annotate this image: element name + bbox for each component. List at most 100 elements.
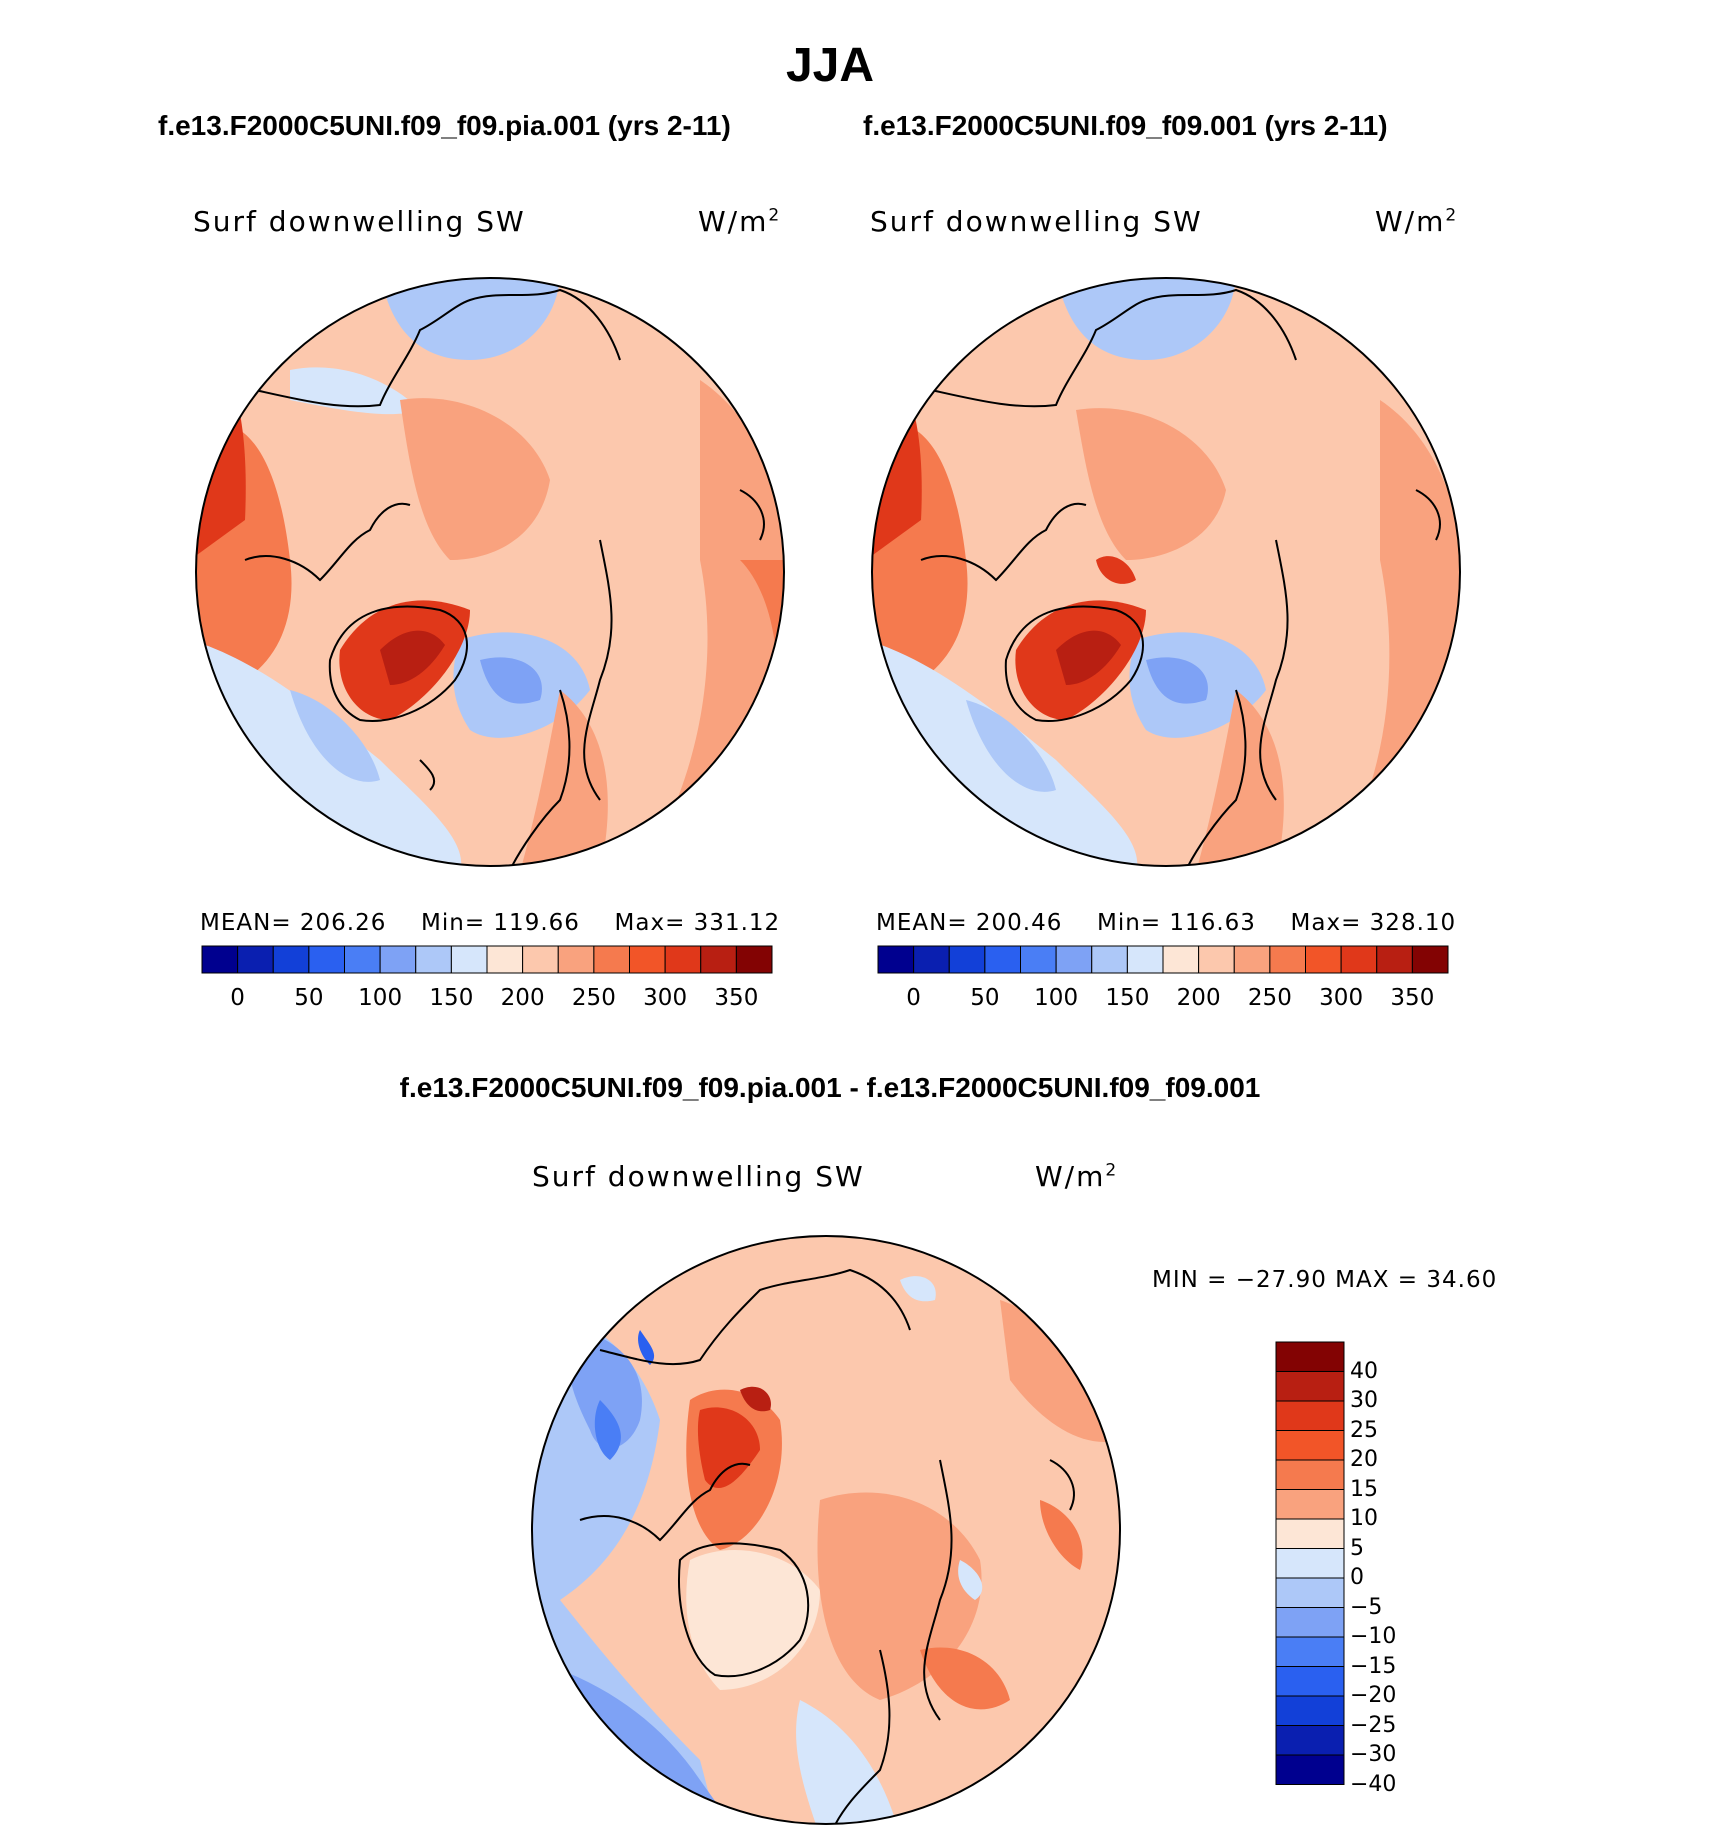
difference-colorbar-tick-label: 5 — [1350, 1535, 1364, 1561]
difference-colorbar-tick-label: 20 — [1350, 1447, 1378, 1472]
difference-colorbar-swatch — [1275, 1666, 1345, 1697]
panel-2-colorbar-tick-label: 0 — [906, 985, 921, 1011]
difference-colorbar-tick-label: 25 — [1350, 1417, 1378, 1443]
difference-colorbar-swatch — [1275, 1725, 1345, 1756]
difference-colorbar-tick-label: 0 — [1350, 1565, 1364, 1590]
panel-1-colorbar-swatch — [735, 945, 773, 974]
difference-colorbar-tick-label: 40 — [1350, 1358, 1378, 1384]
panel-1-colorbar-swatch — [629, 945, 666, 974]
panel-2-colorbar-swatch — [1091, 945, 1128, 974]
panel-2-colorbar-swatch — [1198, 945, 1235, 974]
difference-colorbar-tick-label: −5 — [1350, 1594, 1383, 1620]
panel-1-colorbar-swatch — [379, 945, 417, 974]
panel-2-colorbar-swatch — [1340, 945, 1378, 974]
panel-2-colorbar-tick-label: 350 — [1390, 985, 1435, 1011]
panel-1-colorbar-swatch — [557, 945, 595, 974]
panel-1-colorbar-tick-label: 50 — [294, 985, 324, 1011]
panel-2-max-value: 328.10 — [1369, 910, 1457, 936]
difference-colorbar-tick-label: −30 — [1350, 1742, 1397, 1767]
panel-1-colorbar-swatch — [201, 945, 239, 974]
panel-2-colorbar-tick-label: 250 — [1247, 985, 1292, 1011]
difference-colorbar-swatch — [1275, 1607, 1345, 1638]
panel-1-colorbar-swatch — [272, 945, 310, 974]
panel-2-units-label: W/m2 — [1375, 205, 1459, 238]
panel-1-units-label: W/m2 — [698, 205, 782, 238]
difference-colorbar-swatch — [1275, 1636, 1345, 1667]
difference-variable-label: Surf downwelling SW — [532, 1160, 865, 1193]
panel-2-colorbar-tick-label: 50 — [970, 985, 1000, 1011]
panel-2-max-label: Max= — [1290, 910, 1362, 936]
difference-colorbar-swatch — [1275, 1754, 1345, 1785]
panel-1-max-value: 331.12 — [693, 910, 781, 936]
difference-polar-map — [531, 1235, 1121, 1825]
panel-1-colorbar-swatch — [486, 945, 524, 974]
panel-1-colorbar-swatch — [450, 945, 488, 974]
panel-2-colorbar-swatch — [1055, 945, 1093, 974]
panel-1-colorbar-tick-label: 150 — [429, 985, 474, 1011]
panel-1-polar-map — [195, 277, 785, 867]
panel-1-max-label: Max= — [614, 910, 686, 936]
panel-1-colorbar-tick-label: 250 — [571, 985, 616, 1011]
panel-2-polar-map — [871, 277, 1461, 867]
panel-2-min-label: Min= — [1097, 910, 1162, 936]
panel-2-colorbar-swatch — [984, 945, 1021, 974]
difference-colorbar-swatch — [1275, 1371, 1345, 1402]
difference-colorbar-tick-label: 15 — [1350, 1476, 1378, 1502]
panel-1-colorbar-tick-label: 200 — [500, 985, 545, 1011]
panel-2-colorbar-swatch — [1411, 945, 1449, 974]
panel-2-colorbar-swatch — [1305, 945, 1342, 974]
difference-colorbar-tick-label: −25 — [1350, 1712, 1397, 1738]
panel-1-colorbar — [201, 945, 773, 974]
difference-colorbar-tick-label: 10 — [1350, 1506, 1378, 1531]
panel-1-colorbar-swatch — [664, 945, 702, 974]
difference-colorbar-swatch — [1275, 1577, 1345, 1608]
panel-1-variable-label: Surf downwelling SW — [193, 205, 526, 238]
panel-2-min-value: 116.63 — [1169, 910, 1256, 936]
panel-2-mean-label: MEAN= — [876, 910, 968, 936]
panel-2-colorbar-swatch — [1376, 945, 1413, 974]
panel-2-colorbar-swatch — [948, 945, 986, 974]
difference-colorbar-swatch — [1275, 1489, 1345, 1520]
difference-colorbar-swatch — [1275, 1341, 1345, 1372]
panel-2-colorbar-swatch — [1020, 945, 1057, 974]
panel-2-case-title: f.e13.F2000C5UNI.f09_f09.001 (yrs 2-11) — [863, 110, 1388, 141]
panel-2-colorbar-tick-label: 100 — [1034, 985, 1079, 1011]
panel-1-colorbar-tick-label: 0 — [230, 985, 245, 1011]
panel-1-mean-value: 206.26 — [299, 910, 387, 936]
panel-1-colorbar-swatch — [308, 945, 345, 974]
panel-1-min-value: 119.66 — [493, 910, 580, 936]
panel-2-stats: MEAN= 200.46 Min= 116.63 Max= 328.10 — [876, 910, 1456, 936]
difference-colorbar-tick-label: −40 — [1350, 1771, 1397, 1797]
panel-2-colorbar-swatch — [1233, 945, 1271, 974]
panel-2-colorbar-tick-label: 150 — [1105, 985, 1150, 1011]
difference-colorbar-tick-label: −20 — [1350, 1683, 1397, 1708]
panel-2-mean-value: 200.46 — [975, 910, 1063, 936]
panel-1-colorbar-tick-label: 100 — [358, 985, 403, 1011]
panel-1-min-label: Min= — [421, 910, 486, 936]
panel-2-colorbar-swatch — [913, 945, 950, 974]
panel-1-case-title: f.e13.F2000C5UNI.f09_f09.pia.001 (yrs 2-… — [158, 110, 731, 141]
panel-1-colorbar-swatch — [522, 945, 559, 974]
panel-1-colorbar-swatch — [344, 945, 381, 974]
difference-colorbar-swatch — [1275, 1430, 1345, 1461]
panel-2-colorbar-tick-label: 300 — [1319, 985, 1364, 1011]
difference-panel-title: f.e13.F2000C5UNI.f09_f09.pia.001 - f.e13… — [399, 1072, 1261, 1103]
panel-1-stats: MEAN= 206.26 Min= 119.66 Max= 331.12 — [200, 910, 780, 936]
panel-2-colorbar-swatch — [1126, 945, 1164, 974]
difference-colorbar-swatch — [1275, 1459, 1345, 1490]
panel-1-colorbar-swatch — [415, 945, 452, 974]
panel-1-colorbar-swatch — [700, 945, 737, 974]
difference-colorbar-tick-label: −10 — [1350, 1624, 1397, 1649]
panel-1-mean-label: MEAN= — [200, 910, 292, 936]
panel-1-colorbar-tick-label: 300 — [643, 985, 688, 1011]
difference-colorbar-swatch — [1275, 1518, 1345, 1549]
figure-title: JJA — [785, 39, 875, 92]
panel-2-colorbar-swatch — [877, 945, 915, 974]
panel-2-variable-label: Surf downwelling SW — [870, 205, 1203, 238]
panel-1-colorbar-swatch — [593, 945, 630, 974]
difference-minmax: MIN = −27.90 MAX = 34.60 — [1152, 1267, 1498, 1293]
difference-colorbar-tick-label: 30 — [1350, 1388, 1378, 1413]
difference-colorbar — [1275, 1341, 1345, 1785]
difference-units-label: W/m2 — [1035, 1160, 1119, 1193]
